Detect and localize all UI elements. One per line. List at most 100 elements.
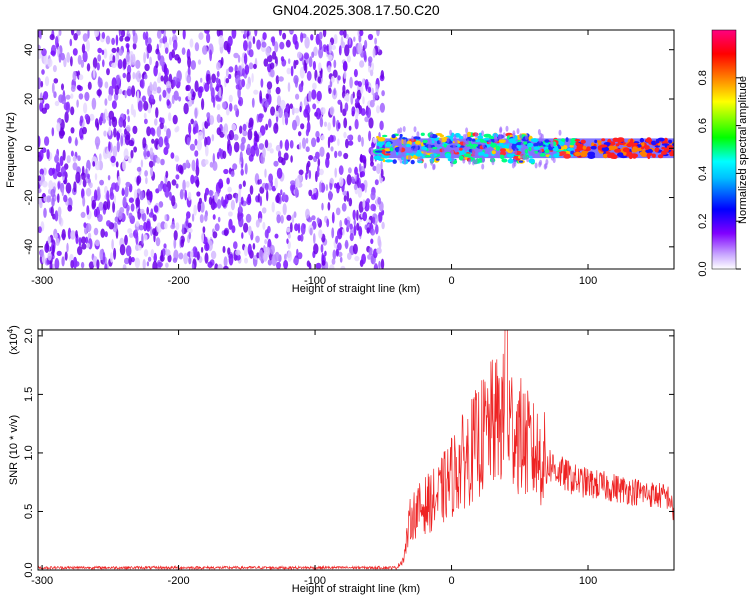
heatmap-noise-blob: [276, 261, 281, 269]
heatmap-noise-blob: [354, 166, 358, 175]
heatmap-noise-blob: [174, 54, 180, 61]
heatmap-noise-blob: [312, 82, 317, 90]
heatmap-noise-blob: [357, 134, 362, 143]
heatmap-noise-blob: [381, 221, 385, 230]
heatmap-noise-blob: [172, 257, 178, 263]
heatmap-noise-blob: [136, 166, 142, 172]
heatmap-noise-blob: [84, 91, 90, 102]
heatmap-noise-blob: [128, 255, 132, 266]
heatmap-noise-blob: [315, 130, 320, 139]
heatmap-noise-blob: [126, 206, 129, 216]
heatmap-noise-blob: [49, 34, 55, 41]
heatmap-noise-blob: [283, 152, 289, 161]
heatmap-noise-blob: [190, 249, 194, 260]
heatmap-noise-blob: [106, 68, 110, 76]
heatmap-noise-blob: [231, 225, 236, 234]
heatmap-noise-blob: [211, 134, 215, 142]
heatmap-noise-blob: [150, 208, 154, 216]
heatmap-noise-blob: [175, 183, 179, 189]
figure-title: GN04.2025.308.17.50.C20: [272, 2, 440, 18]
heatmap-noise-blob: [211, 73, 217, 84]
heatmap-noise-blob: [343, 70, 347, 80]
heatmap-noise-blob: [269, 62, 275, 70]
heatmap-noise-blob: [188, 122, 192, 135]
heatmap-noise-blob: [50, 50, 56, 56]
heatmap-noise-blob: [183, 102, 189, 115]
heatmap-noise-blob: [80, 261, 85, 269]
heatmap-noise-blob: [291, 214, 295, 224]
heatmap-noise-blob: [377, 197, 382, 205]
heatmap-noise-blob: [343, 131, 347, 139]
heatmap-noise-blob: [113, 127, 117, 138]
heatmap-noise-blob: [343, 195, 347, 202]
heatmap-noise-blob: [244, 64, 250, 75]
heatmap-noise-blob: [171, 195, 176, 207]
signal-blob: [620, 155, 628, 159]
heatmap-noise-blob: [60, 52, 65, 61]
heatmap-noise-blob: [321, 260, 326, 266]
signal-halo-blob: [462, 157, 466, 164]
heatmap-noise-blob: [340, 265, 346, 269]
heatmap-noise-blob: [312, 60, 316, 71]
heatmap-noise-blob: [144, 170, 149, 177]
signal-blob: [660, 152, 667, 155]
heatmap-noise-blob: [63, 194, 68, 203]
signal-halo-blob: [552, 157, 556, 164]
heatmap-noise-blob: [115, 74, 121, 86]
colorbar-gradient: [711, 29, 737, 270]
heatmap-noise-blob: [200, 201, 205, 213]
heatmap-noise-blob: [311, 215, 316, 221]
heatmap-noise-blob: [321, 202, 324, 211]
signal-halo-blob: [402, 126, 406, 132]
heatmap-noise-blob: [218, 178, 224, 189]
signal-blob: [402, 137, 407, 140]
heatmap-noise-blob: [290, 180, 296, 186]
heatmap-noise-blob: [125, 181, 131, 187]
heatmap-noise-blob: [245, 121, 249, 127]
heatmap-noise-blob: [91, 199, 97, 209]
heatmap-noise-blob: [300, 223, 306, 235]
signal-blob: [387, 159, 394, 163]
heatmap-noise-blob: [81, 243, 87, 250]
heatmap-noise-blob: [124, 134, 131, 146]
heatmap-noise-blob: [352, 243, 358, 255]
heatmap-noise-blob: [129, 232, 134, 238]
signal-halo-blob: [397, 137, 400, 144]
heatmap-noise-blob: [337, 138, 340, 146]
heatmap-noise-blob: [293, 257, 299, 265]
heatmap-noise-blob: [380, 160, 383, 171]
heatmap-noise-blob: [61, 229, 66, 241]
heatmap-noise-blob: [299, 66, 305, 79]
heatmap-noise-blob: [252, 36, 256, 45]
heatmap-noise-blob: [40, 249, 44, 258]
heatmap-noise-blob: [111, 116, 118, 128]
signal-halo-blob: [502, 132, 506, 139]
heatmap-noise-blob: [152, 260, 158, 269]
top-y-axis: -40 -20 0 20 40: [23, 44, 674, 255]
heatmap-noise-blob: [345, 138, 349, 149]
heatmap-noise-blob: [345, 92, 350, 103]
heatmap-noise-blob: [295, 177, 300, 189]
heatmap-noise-blob: [148, 192, 153, 203]
heatmap-noise-blob: [41, 69, 45, 75]
heatmap-noise-blob: [187, 191, 192, 201]
signal-halo-blob: [462, 134, 466, 140]
heatmap-noise-blob: [279, 41, 285, 50]
heatmap-noise-blob: [371, 142, 375, 149]
heatmap-noise-blob: [346, 226, 350, 233]
heatmap-noise-blob: [241, 136, 246, 144]
heatmap-noise-blob: [243, 222, 249, 233]
heatmap-noise-blob: [316, 165, 320, 178]
heatmap-noise-blob: [54, 210, 59, 222]
heatmap-noise-blob: [243, 245, 248, 257]
heatmap-noise-blob: [165, 249, 171, 257]
heatmap-noise-blob: [370, 228, 376, 236]
signal-blob: [580, 139, 586, 144]
signal-blob: [412, 136, 421, 140]
heatmap-noise-blob: [292, 119, 297, 131]
heatmap-noise-blob: [86, 63, 91, 72]
heatmap-noise-blob: [58, 214, 62, 225]
heatmap-noise-blob: [273, 160, 279, 167]
heatmap-noise-blob: [325, 184, 329, 191]
heatmap-noise-blob: [360, 86, 364, 94]
